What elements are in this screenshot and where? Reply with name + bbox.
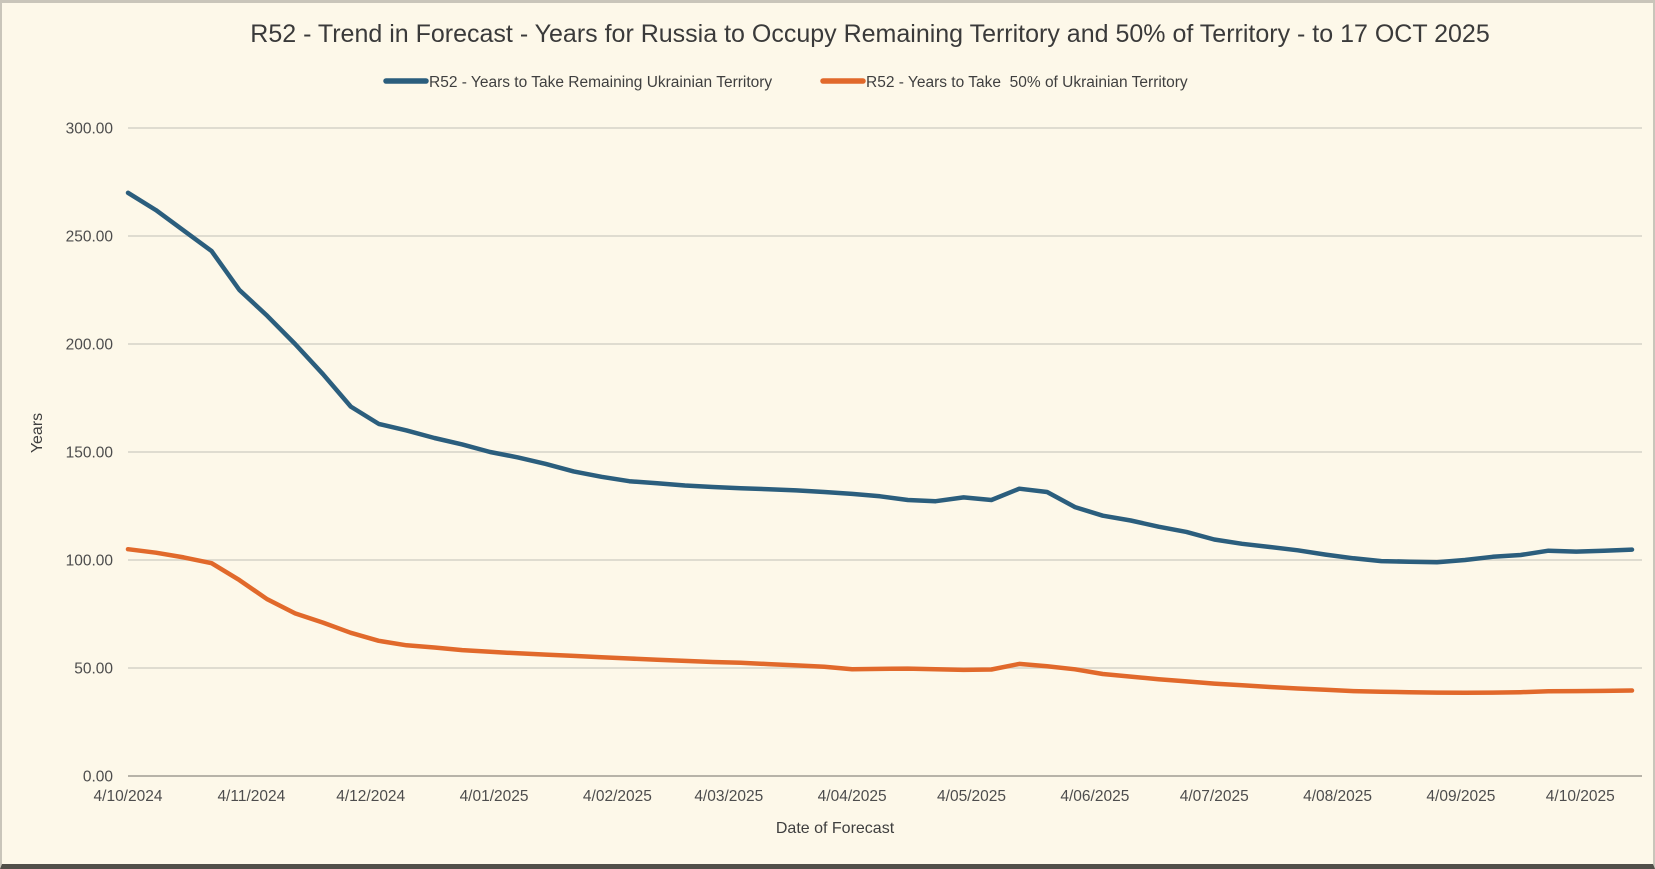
x-tick-label: 4/07/2025 xyxy=(1180,788,1249,805)
y-tick-label: 0.00 xyxy=(83,769,114,786)
x-tick-label: 4/10/2025 xyxy=(1546,788,1615,805)
x-axis-title: Date of Forecast xyxy=(776,820,895,837)
y-axis-title: Years xyxy=(29,413,46,453)
y-tick-label: 250.00 xyxy=(66,229,114,246)
series-line-50pct-territory xyxy=(125,546,1635,696)
x-tick-label: 4/12/2024 xyxy=(336,788,405,805)
chart-title: R52 - Trend in Forecast - Years for Russ… xyxy=(250,20,1489,48)
y-tick-label: 50.00 xyxy=(74,661,113,678)
gridlines xyxy=(128,127,1642,777)
series-line-remaining-territory xyxy=(125,190,1635,565)
y-tick-label: 200.00 xyxy=(66,337,114,354)
x-tick-label: 4/11/2024 xyxy=(217,788,285,805)
legend-label-50pct-territory: R52 - Years to Take 50% of Ukrainian Ter… xyxy=(866,74,1188,91)
x-tick-label: 4/10/2024 xyxy=(94,788,163,805)
x-tick-label: 4/04/2025 xyxy=(818,788,887,805)
x-tick-labels: 4/10/2024 4/11/2024 4/12/2024 4/01/2025 4/02… xyxy=(94,788,1615,805)
y-tick-label: 150.00 xyxy=(66,445,114,462)
x-tick-label: 4/03/2025 xyxy=(694,788,763,805)
x-tick-label: 4/02/2025 xyxy=(583,788,652,805)
x-tick-label: 4/09/2025 xyxy=(1426,788,1495,805)
y-tick-label: 100.00 xyxy=(66,553,114,570)
legend-label-remaining-territory: R52 - Years to Take Remaining Ukrainian … xyxy=(429,74,772,91)
legend: R52 - Years to Take Remaining Ukrainian … xyxy=(383,74,1188,91)
x-tick-label: 4/05/2025 xyxy=(937,788,1006,805)
y-tick-labels: 0.00 50.00 100.00 150.00 200.00 250.00 300.00 xyxy=(66,121,114,786)
x-tick-label: 4/08/2025 xyxy=(1303,788,1372,805)
y-tick-label: 300.00 xyxy=(66,121,114,138)
x-tick-label: 4/06/2025 xyxy=(1060,788,1129,805)
x-tick-label: 4/01/2025 xyxy=(460,788,529,805)
